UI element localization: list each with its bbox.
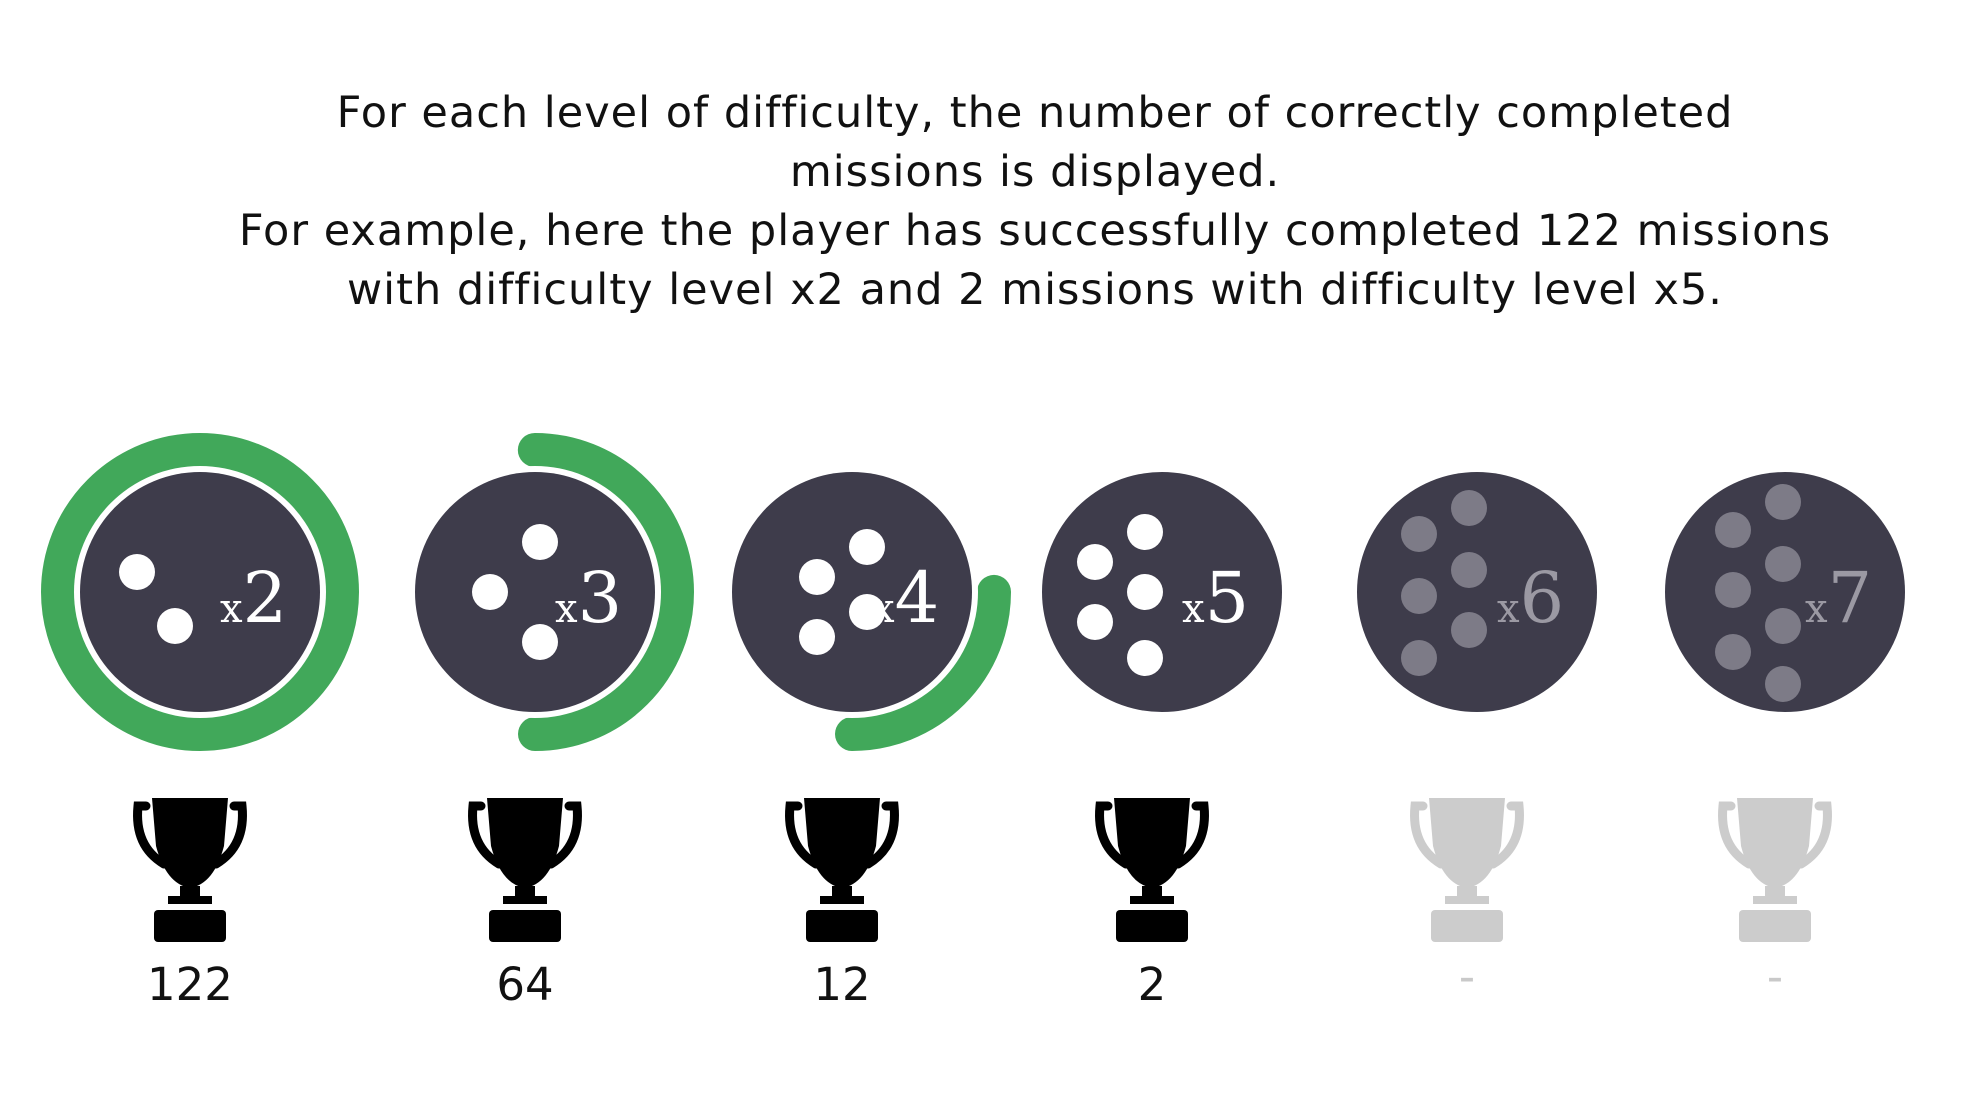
trophy-icon xyxy=(468,798,582,942)
difficulty-pip xyxy=(1451,612,1487,648)
difficulty-badge xyxy=(415,472,655,712)
difficulty-pip xyxy=(1451,490,1487,526)
difficulty-pip xyxy=(1765,546,1801,582)
difficulty-pip xyxy=(799,619,835,655)
difficulty-pip xyxy=(1401,640,1437,676)
completed-missions-count: - xyxy=(1766,950,1784,1003)
multiplier-label: x6 xyxy=(1497,557,1564,639)
difficulty-badge xyxy=(80,472,320,712)
trophy-locked-icon xyxy=(1410,798,1524,942)
completed-missions-count: - xyxy=(1458,950,1476,1003)
difficulty-pip xyxy=(1077,544,1113,580)
trophy-locked-icon xyxy=(1718,798,1832,942)
difficulty-level-2: x3 xyxy=(376,433,694,942)
multiplier-label: x4 xyxy=(872,557,939,639)
completed-missions-count: 122 xyxy=(147,958,233,1011)
multiplier-label: x5 xyxy=(1182,557,1249,639)
multiplier-label: x3 xyxy=(555,557,622,639)
completed-missions-count: 2 xyxy=(1137,958,1167,1011)
multiplier-label: x7 xyxy=(1805,557,1872,639)
difficulty-pip xyxy=(1765,484,1801,520)
difficulty-level-4: x5 xyxy=(1042,472,1282,942)
difficulty-pip xyxy=(1765,608,1801,644)
difficulty-pip xyxy=(1715,512,1751,548)
difficulty-pip xyxy=(1127,574,1163,610)
difficulty-level-5: x6 xyxy=(1357,472,1597,942)
difficulty-pip xyxy=(1451,552,1487,588)
trophy-icon xyxy=(785,798,899,942)
difficulty-pip xyxy=(1401,516,1437,552)
difficulty-pip xyxy=(849,594,885,630)
caption-line-2: missions is displayed. xyxy=(789,147,1281,197)
progress-ring xyxy=(376,433,694,751)
progress-ring xyxy=(41,433,359,751)
difficulty-level-3: x4 xyxy=(693,433,1011,942)
difficulty-pip xyxy=(522,624,558,660)
progress-ring xyxy=(693,433,1011,751)
difficulty-level-6: x7 xyxy=(1665,472,1905,942)
caption-line-4: with difficulty level x2 and 2 missions … xyxy=(347,265,1723,315)
difficulty-pip xyxy=(1715,572,1751,608)
difficulty-pip xyxy=(1127,640,1163,676)
difficulty-badge xyxy=(732,472,972,712)
caption-line-3: For example, here the player has success… xyxy=(238,206,1832,256)
difficulty-pip xyxy=(119,554,155,590)
instructions-caption: For each level of difficulty, the number… xyxy=(0,84,1963,320)
trophy-icon xyxy=(1095,798,1209,942)
difficulty-pip xyxy=(1127,514,1163,550)
difficulty-pip xyxy=(157,608,193,644)
completed-missions-count: 12 xyxy=(813,958,871,1011)
difficulty-pip xyxy=(1715,634,1751,670)
multiplier-label: x2 xyxy=(220,557,287,639)
difficulty-level-1: x2 xyxy=(41,433,359,942)
completed-missions-count: 64 xyxy=(496,958,554,1011)
difficulty-pip xyxy=(1765,666,1801,702)
difficulty-pip xyxy=(799,559,835,595)
trophy-icon xyxy=(133,798,247,942)
difficulty-pip xyxy=(472,574,508,610)
difficulty-pip xyxy=(849,529,885,565)
difficulty-pip xyxy=(1077,604,1113,640)
caption-line-1: For each level of difficulty, the number… xyxy=(336,88,1734,138)
difficulty-pip xyxy=(522,524,558,560)
difficulty-pip xyxy=(1401,578,1437,614)
